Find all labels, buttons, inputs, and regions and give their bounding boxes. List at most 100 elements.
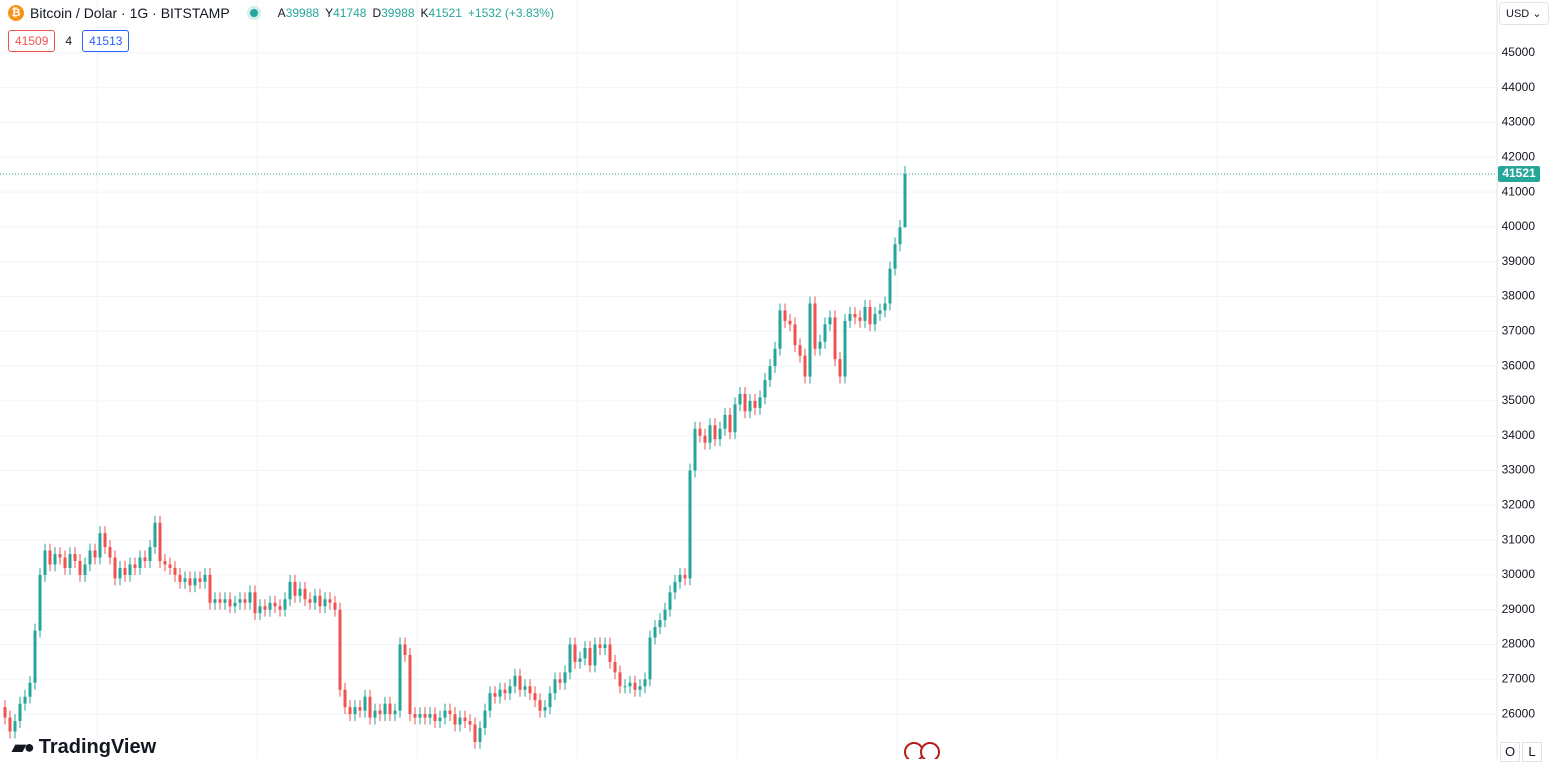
last-price-label: 41521 (1502, 166, 1536, 180)
candle-body (423, 714, 427, 718)
candle-body (713, 425, 717, 440)
candle-body (313, 595, 317, 603)
candle-body (858, 317, 862, 321)
candle-body (318, 595, 322, 607)
y-tick-label: 28000 (1502, 637, 1536, 651)
y-tick-label: 31000 (1502, 532, 1536, 546)
candle-body (743, 393, 747, 412)
candle-body (553, 679, 557, 694)
candle-body (253, 592, 257, 614)
candle-body (233, 602, 237, 607)
candle-body (658, 620, 662, 628)
scale-button[interactable]: O (1500, 742, 1520, 762)
candle-body (473, 724, 477, 742)
candle-body (563, 672, 567, 683)
candle-body (468, 721, 472, 725)
candle-body (493, 693, 497, 697)
candle-body (783, 310, 787, 321)
candle-body (513, 675, 517, 687)
candle-body (183, 578, 187, 582)
y-tick-label: 27000 (1502, 671, 1536, 685)
sell-button[interactable]: 41509 (8, 30, 56, 52)
candle-body (223, 599, 227, 603)
candle-body (178, 574, 182, 582)
candle-body (43, 550, 47, 575)
candle-body (773, 348, 777, 367)
candle-body (208, 574, 212, 603)
symbol-icon: ₿ (8, 5, 24, 21)
event-flag (920, 742, 940, 759)
y-tick-label: 36000 (1502, 358, 1536, 372)
buy-button[interactable]: 41513 (82, 30, 130, 52)
candle-body (838, 359, 842, 377)
candle-body (488, 693, 492, 711)
candle-body (413, 714, 417, 718)
candle-body (13, 721, 17, 732)
candle-body (23, 696, 27, 704)
candle-body (448, 710, 452, 715)
candle-body (358, 707, 362, 711)
candle-body (708, 425, 712, 443)
header: ₿ Bitcoin / Dolar · 1G · BITSTAMP A 39988… (8, 5, 554, 21)
candle-body (193, 578, 197, 586)
candle-body (478, 728, 482, 742)
logo: ▰● (12, 737, 35, 757)
candle-body (268, 602, 272, 610)
candle-body (303, 588, 307, 600)
candle-body (378, 710, 382, 715)
candle-body (403, 644, 407, 655)
candle-body (628, 682, 632, 687)
candle-body (598, 644, 602, 648)
candle-body (883, 303, 887, 311)
currency: USD (1506, 8, 1530, 20)
candle-body (578, 658, 582, 662)
candle-body (218, 599, 222, 603)
candle-body (803, 355, 807, 377)
candle-body (823, 324, 827, 342)
currency-button[interactable]: USD ⌄ (1499, 2, 1549, 25)
candle-body (738, 393, 742, 405)
candle-body (93, 550, 97, 558)
candle-body (133, 564, 137, 568)
candle-body (588, 647, 592, 666)
candle-body (238, 599, 242, 603)
y-tick-label: 30000 (1502, 567, 1536, 581)
candle-body (28, 682, 32, 697)
candle-body (263, 606, 267, 610)
candle-body (373, 710, 377, 718)
candle-body (123, 567, 127, 575)
candle-body (198, 578, 202, 582)
last-price-badge (1498, 165, 1540, 182)
candle-body (153, 522, 157, 548)
order-panel: 41509 4 41513 (8, 30, 130, 52)
y-tick-label: 39000 (1502, 254, 1536, 268)
candle-body (893, 244, 897, 269)
candle-body (788, 320, 792, 325)
candle-body (603, 644, 607, 648)
candle-body (523, 686, 527, 690)
ohlc-key: A (277, 6, 286, 20)
candle-body (828, 317, 832, 325)
candle-body (763, 380, 767, 398)
candle-body (808, 303, 812, 377)
scale-button[interactable]: L (1522, 742, 1542, 762)
candle-body (623, 686, 627, 688)
y-tick-label: 40000 (1502, 219, 1536, 233)
candle-body (18, 703, 22, 722)
candle-body (58, 554, 62, 558)
candle-body (698, 428, 702, 436)
candle-body (108, 547, 112, 558)
candle-body (33, 630, 37, 683)
candle-body (203, 574, 207, 582)
change: +1532 (+3.83%) (467, 6, 554, 20)
candle-body (158, 522, 162, 561)
candle-body (863, 306, 867, 321)
ohlc-key: D (372, 6, 382, 20)
candle-body (343, 689, 347, 708)
candle-body (703, 435, 707, 443)
y-tick-label: 33000 (1502, 463, 1536, 477)
candle-body (543, 707, 547, 711)
candle-body (718, 428, 722, 440)
candle-body (508, 686, 512, 694)
